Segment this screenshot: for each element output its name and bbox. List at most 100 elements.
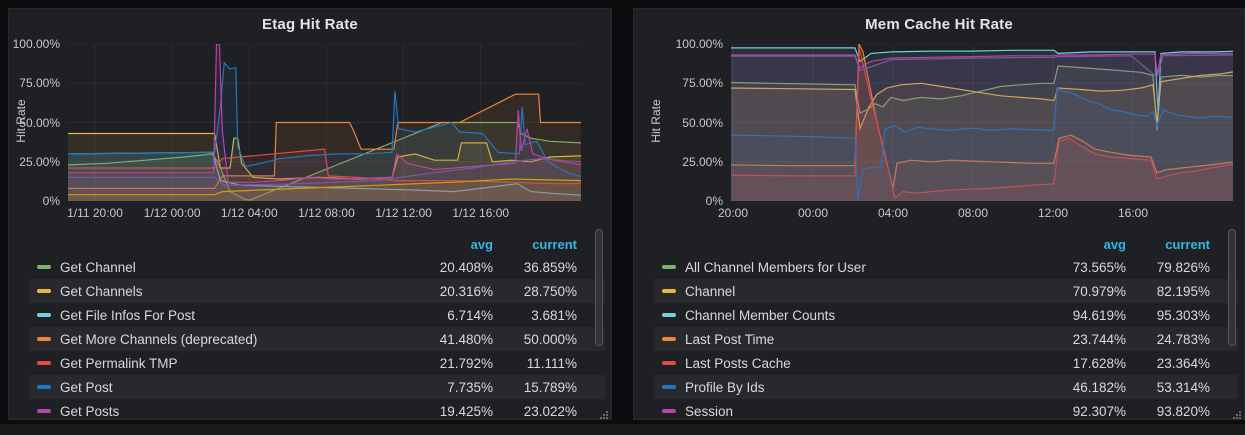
series-line [730,43,1234,189]
y-axis-tick-label: 100.00% [675,37,723,51]
legend-row[interactable]: Profile By Ids 46.182% 53.314% [654,375,1238,399]
legend-current-value: 23.022% [523,403,577,419]
y-axis-tick-label: 75.00% [19,76,60,91]
y-axis-tick-label: 25.00% [19,154,60,169]
series-line [731,47,1234,112]
legend-row[interactable]: Get Channel 20.408% 36.859% [29,255,605,279]
x-axis-tick-label: 08:00 [957,206,989,220]
legend-color-swatch-icon[interactable] [662,265,676,269]
chart-plot-area[interactable] [730,43,1234,202]
legend-row[interactable]: Last Post Time 23.744% 24.783% [654,327,1238,351]
legend-avg-value: 21.792% [439,355,493,371]
legend-color-swatch-icon[interactable] [37,289,51,293]
x-axis-tick-label: 1/12 08:00 [298,206,355,220]
legend-scrollbar-thumb[interactable] [595,229,603,346]
chart-canvas [67,43,582,202]
x-axis-tick-label: 1/12 04:00 [220,206,278,220]
series-line [68,148,582,185]
legend-color-swatch-icon[interactable] [662,409,676,413]
legend-color-swatch-icon[interactable] [662,337,676,341]
y-axis-tick-label: 25.00% [682,154,723,169]
legend-avg-value: 20.316% [439,283,493,299]
legend-color-swatch-icon[interactable] [662,289,676,293]
legend-series-label: Get File Infos For Post [60,307,196,323]
legend-avg-value: 70.979% [1072,283,1126,299]
legend-header-current[interactable]: current [532,236,577,252]
x-axis-tick-label: 20:00 [717,206,749,220]
legend-series-label: Session [685,403,734,419]
legend-current-value: 36.859% [523,259,577,275]
legend-row[interactable]: Get Post 7.735% 15.789% [29,375,605,399]
panel-mem-cache-hit-rate: Mem Cache Hit Rate Hit Rate avg current … [633,8,1245,420]
series-line [67,121,582,201]
x-axis-tick-label: 00:00 [797,206,829,220]
series-line [68,178,582,196]
legend-color-swatch-icon[interactable] [662,361,676,365]
chart-plot-area[interactable] [67,43,582,202]
series-line [68,43,582,183]
legend-color-swatch-icon[interactable] [37,265,51,269]
panel-title[interactable]: Mem Cache Hit Rate [865,16,1013,33]
series-line [67,61,582,177]
legend-current-value: 93.820% [1156,403,1210,419]
panel-etag-hit-rate: Etag Hit Rate Hit Rate avg current Get C… [8,8,612,420]
series-line [730,87,1234,200]
legend-table: avg current Get Channel 20.408% 36.859% Get… [29,233,605,418]
legend-series-label: Channel [685,283,736,299]
y-axis-tick-label: 75.00% [682,76,723,91]
legend-current-value: 79.826% [1156,259,1210,275]
series-line [68,157,582,186]
legend-header-row: avg current [29,233,605,255]
y-axis-tick-label: 0% [42,194,60,208]
legend-series-label: Last Posts Cache [685,355,791,371]
legend-series-label: Get Channel [60,259,136,275]
panel-title[interactable]: Etag Hit Rate [262,16,358,33]
series-line [731,54,1234,79]
legend-series-label: Get Permalink TMP [60,355,178,371]
x-axis-tick-label: 1/12 00:00 [143,206,201,220]
legend-series-label: Get Post [60,379,113,395]
legend-row[interactable]: Channel 70.979% 82.195% [654,279,1238,303]
legend-row[interactable]: Get File Infos For Post 6.714% 3.681% [29,303,605,327]
x-axis-tick-label: 16:00 [1117,206,1149,220]
panel-resize-handle-icon[interactable] [599,407,609,419]
legend-row[interactable]: Get Posts 19.425% 23.022% [29,399,605,418]
legend-series-label: Last Post Time [685,331,775,347]
x-axis-tick-label: 1/12 12:00 [375,206,432,220]
legend-table: avg current All Channel Members for User… [654,233,1238,418]
y-axis-tick-label: 50.00% [682,115,723,130]
legend-header-current[interactable]: current [1165,236,1210,252]
x-axis-tick-label: 04:00 [877,206,909,220]
x-axis-tick-label: 1/12 16:00 [452,206,510,220]
legend-row[interactable]: Get Permalink TMP 21.792% 11.111% [29,351,605,375]
panel-resize-handle-icon[interactable] [1232,407,1242,419]
legend-row[interactable]: Session 92.307% 93.820% [654,399,1238,418]
legend-row[interactable]: Get More Channels (deprecated) 41.480% 50.… [29,327,605,351]
legend-scrollbar-thumb[interactable] [1228,229,1236,346]
legend-header-avg[interactable]: avg [1103,236,1126,252]
legend-current-value: 11.111% [526,355,577,371]
series-line [731,52,1234,74]
series-line [730,46,1234,199]
legend-row[interactable]: Get Channels 20.316% 28.750% [29,279,605,303]
legend-color-swatch-icon[interactable] [662,385,676,389]
legend-color-swatch-icon[interactable] [37,385,51,389]
legend-row[interactable]: Channel Member Counts 94.619% 95.303% [654,303,1238,327]
x-axis-tick-label: 12:00 [1037,206,1069,220]
legend-series-label: Profile By Ids [685,379,765,395]
legend-series-label: Get More Channels (deprecated) [60,331,258,347]
x-axis-tick-label: 1/11 20:00 [67,206,123,220]
legend-avg-value: 6.714% [447,307,493,323]
legend-row[interactable]: Last Posts Cache 17.628% 23.364% [654,351,1238,375]
legend-color-swatch-icon[interactable] [37,361,51,365]
legend-color-swatch-icon[interactable] [37,409,51,413]
legend-color-swatch-icon[interactable] [37,337,51,341]
legend-color-swatch-icon[interactable] [662,313,676,317]
legend-avg-value: 7.735% [447,379,493,395]
legend-avg-value: 73.565% [1072,259,1126,275]
legend-current-value: 3.681% [531,307,577,323]
legend-header-avg[interactable]: avg [470,236,493,252]
legend-row[interactable]: All Channel Members for User 73.565% 79.82… [654,255,1238,279]
legend-series-label: Get Channels [60,283,143,299]
legend-color-swatch-icon[interactable] [37,313,51,317]
